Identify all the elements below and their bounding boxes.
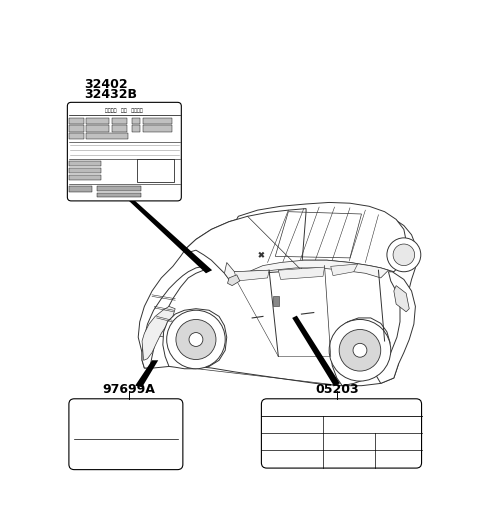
Bar	[69, 133, 84, 139]
Circle shape	[339, 329, 381, 371]
Polygon shape	[163, 309, 227, 369]
Polygon shape	[186, 209, 306, 281]
Circle shape	[167, 310, 225, 369]
Polygon shape	[150, 314, 177, 337]
Polygon shape	[394, 286, 409, 312]
Polygon shape	[142, 267, 204, 368]
Bar	[86, 126, 109, 131]
Bar	[69, 161, 101, 166]
Polygon shape	[142, 306, 175, 360]
Bar	[86, 133, 128, 139]
Bar	[143, 118, 172, 124]
Polygon shape	[138, 207, 417, 386]
Bar	[132, 126, 140, 131]
Text: 05203: 05203	[315, 384, 359, 396]
Circle shape	[176, 320, 216, 360]
Polygon shape	[278, 267, 324, 279]
Bar	[86, 118, 109, 124]
Bar	[112, 126, 127, 131]
Polygon shape	[331, 318, 390, 386]
Polygon shape	[234, 270, 269, 281]
Polygon shape	[375, 272, 415, 384]
Text: 97699A: 97699A	[103, 384, 156, 396]
Circle shape	[189, 332, 203, 346]
FancyBboxPatch shape	[69, 399, 183, 470]
Bar	[132, 118, 140, 124]
Circle shape	[393, 244, 415, 265]
FancyBboxPatch shape	[67, 102, 181, 201]
Text: 엔진기호   정비   정비비율: 엔진기호 정비 정비비율	[106, 107, 143, 113]
Bar	[69, 118, 84, 124]
Circle shape	[329, 320, 391, 381]
Bar	[96, 186, 141, 191]
Bar	[137, 159, 174, 182]
Bar	[112, 118, 127, 124]
Text: 32402: 32402	[84, 78, 128, 90]
Bar	[69, 186, 92, 192]
Bar	[69, 168, 101, 173]
Bar	[273, 296, 279, 305]
Bar	[69, 126, 84, 131]
Polygon shape	[135, 360, 158, 387]
Bar	[96, 193, 141, 197]
Bar	[69, 174, 101, 180]
Polygon shape	[225, 203, 406, 276]
Bar	[143, 126, 172, 131]
Polygon shape	[331, 264, 358, 276]
FancyBboxPatch shape	[262, 399, 421, 468]
Text: 32432B: 32432B	[84, 88, 137, 102]
Polygon shape	[129, 201, 212, 273]
Circle shape	[387, 238, 421, 272]
Polygon shape	[225, 260, 388, 281]
Polygon shape	[292, 315, 340, 386]
Polygon shape	[228, 275, 240, 286]
Circle shape	[353, 343, 367, 357]
